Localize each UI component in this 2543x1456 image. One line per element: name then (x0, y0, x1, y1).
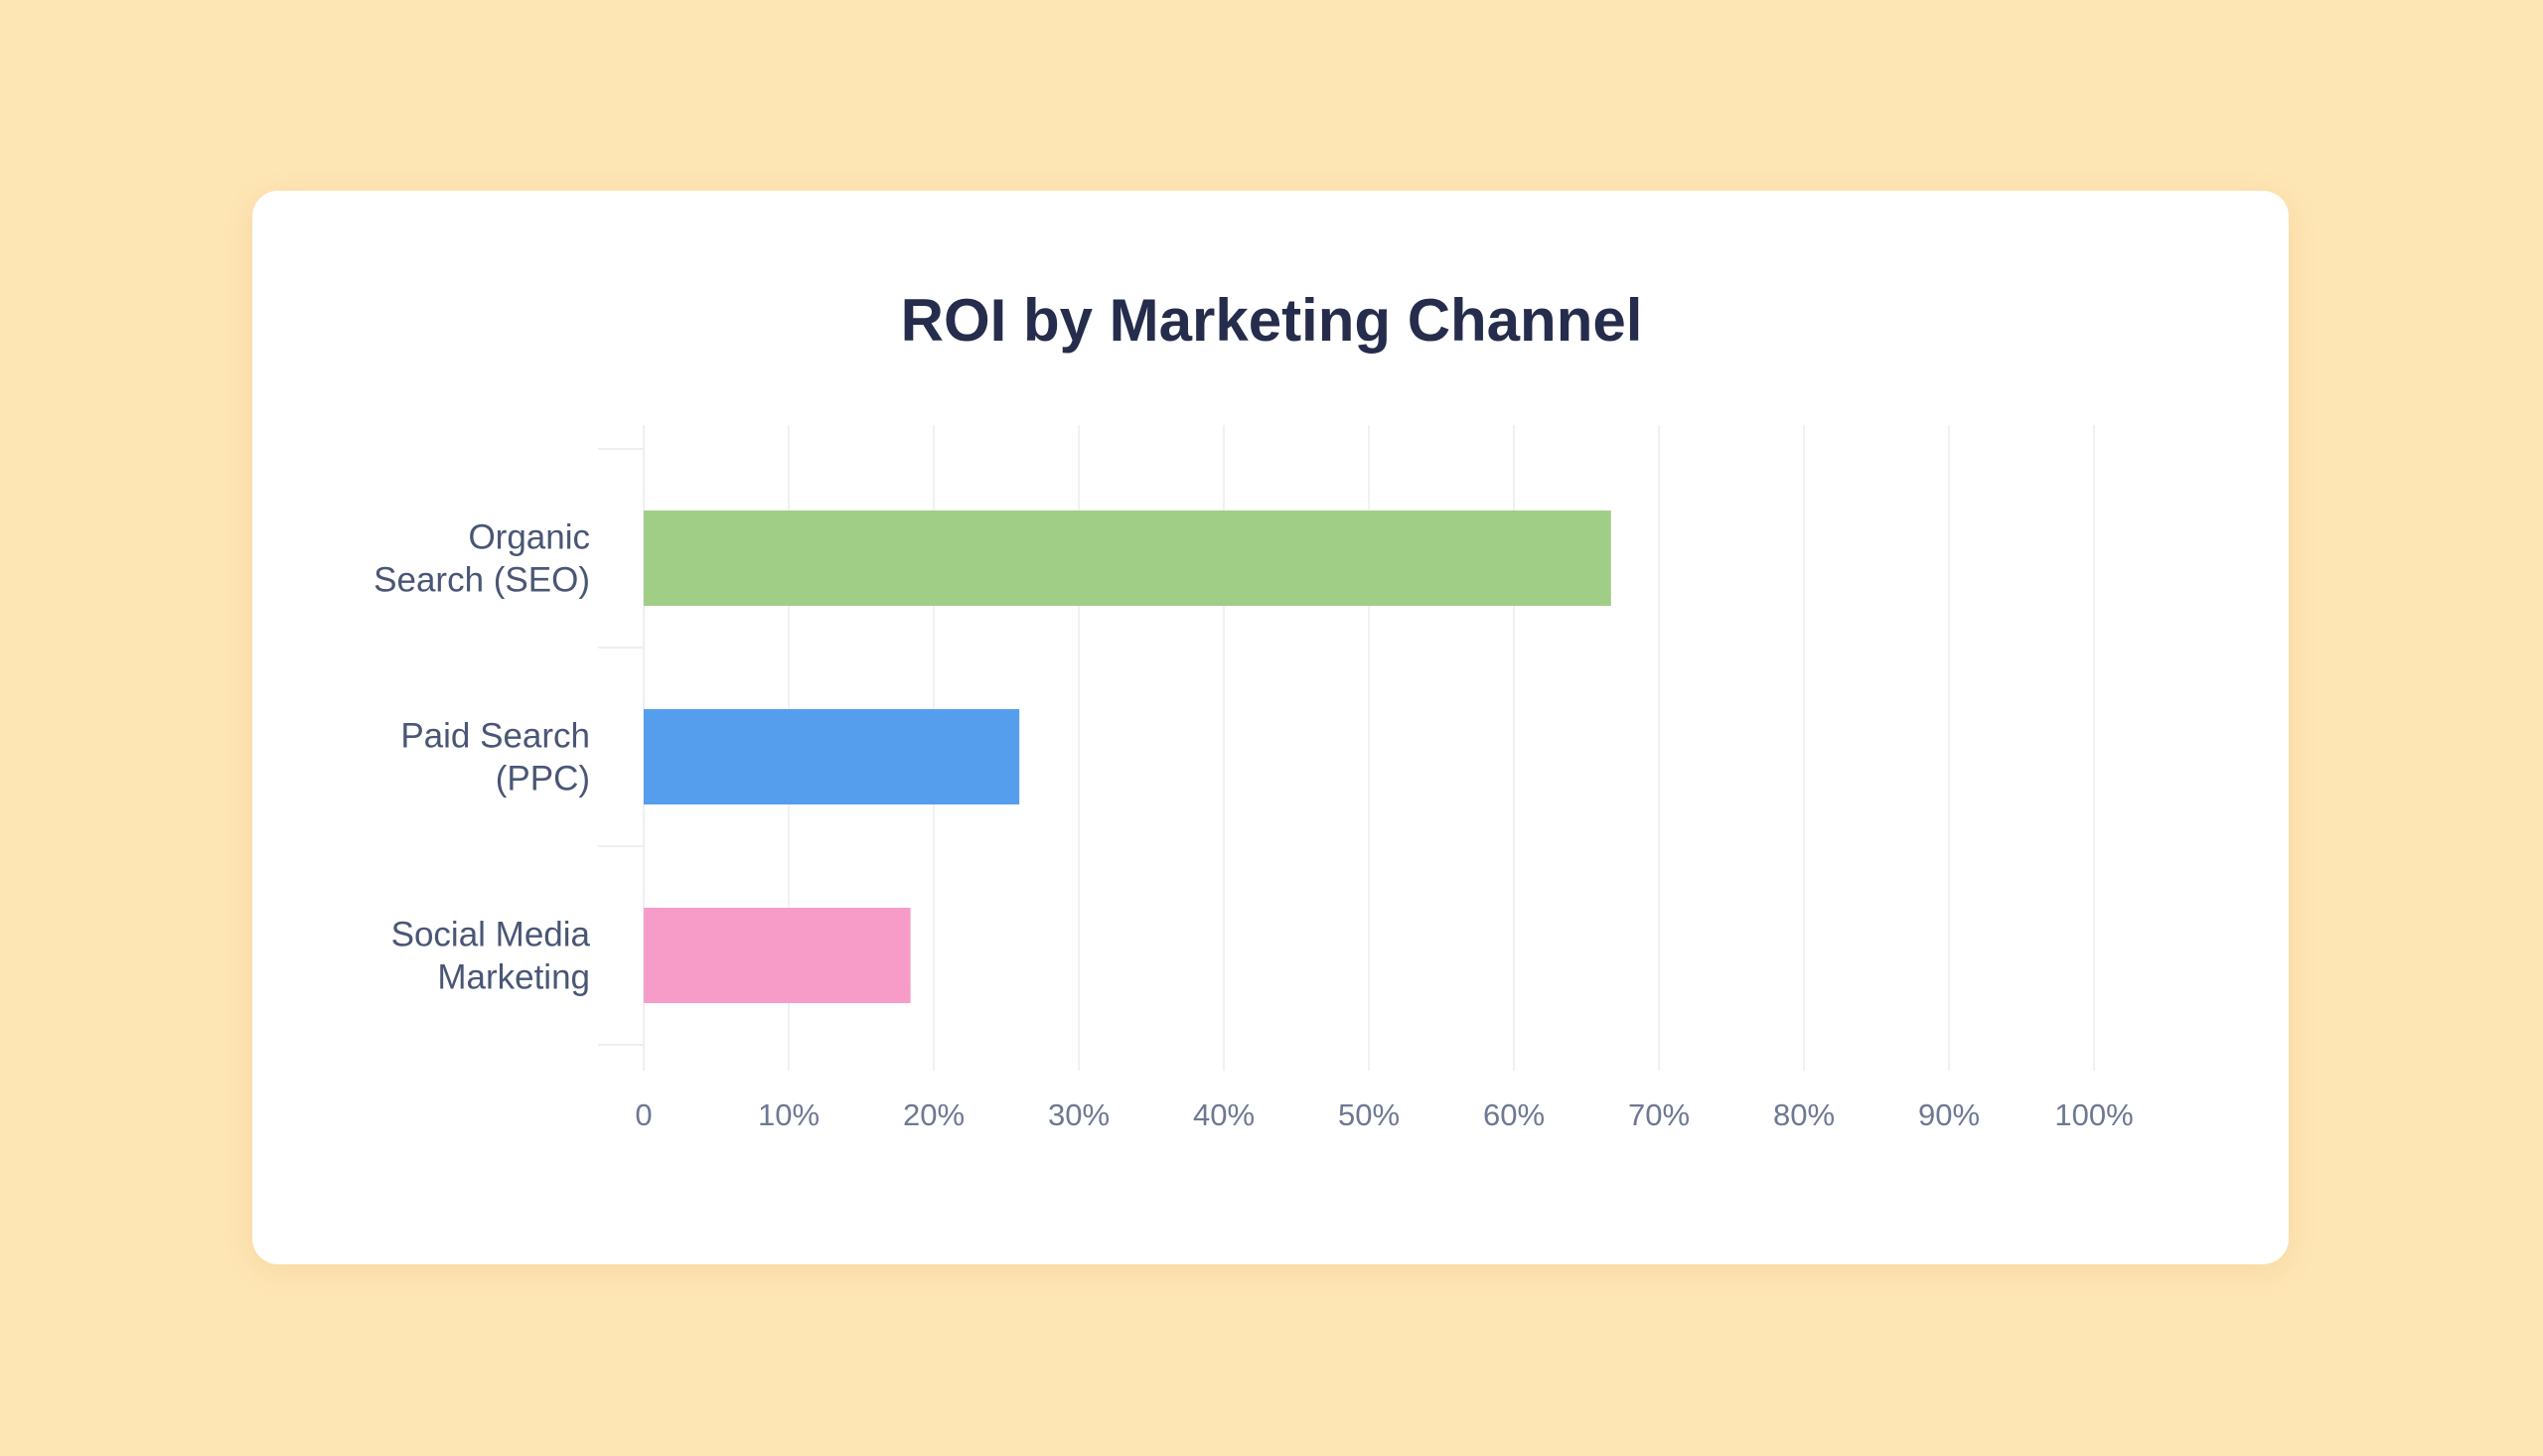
category-label: Search (SEO) (374, 561, 590, 600)
bar-1 (644, 709, 1020, 804)
x-tick-label: 30% (1048, 1097, 1110, 1132)
bar-0 (644, 510, 1611, 606)
x-tick-label: 100% (2054, 1097, 2133, 1132)
chart-card: ROI by Marketing Channel 0 10% 20% 30% 40% 50… (252, 191, 2289, 1264)
category-label: (PPC) (496, 760, 590, 799)
category-label: Marketing (437, 958, 590, 997)
label-layer: 0 10% 20% 30% 40% 50% 60% 70% 80% 90% 100% Organic S… (374, 518, 2134, 1133)
x-tick-label: 40% (1193, 1097, 1255, 1132)
bar-2 (644, 908, 911, 1003)
axis-layer (598, 425, 645, 1071)
x-tick-label: 60% (1483, 1097, 1545, 1132)
bar-layer (644, 510, 1611, 1003)
x-tick-label: 0 (635, 1097, 652, 1132)
chart-title: ROI by Marketing Channel (901, 287, 1643, 354)
x-tick-label: 20% (903, 1097, 965, 1132)
category-label: Social Media (391, 916, 591, 954)
x-tick-label: 10% (758, 1097, 820, 1132)
x-tick-label: 80% (1773, 1097, 1835, 1132)
category-label: Paid Search (400, 717, 590, 756)
category-label: Organic (468, 518, 590, 557)
x-tick-label: 50% (1338, 1097, 1400, 1132)
x-tick-label: 70% (1628, 1097, 1690, 1132)
x-tick-label: 90% (1918, 1097, 1980, 1132)
